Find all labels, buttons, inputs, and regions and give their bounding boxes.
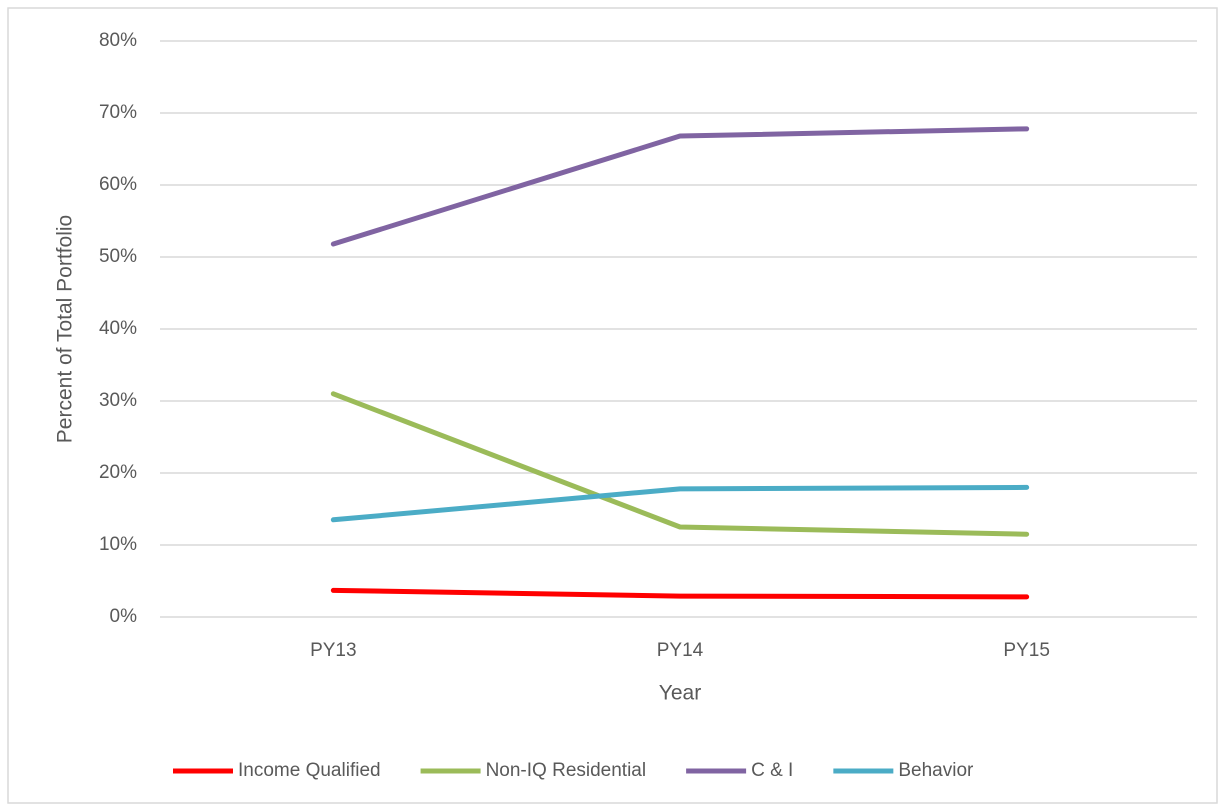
series-line — [330, 587, 1030, 600]
y-axis-label: Percent of Total Portfolio — [54, 215, 77, 443]
legend-label: Income Qualified — [238, 760, 381, 781]
chart-frame — [7, 7, 1218, 804]
x-tick-label: PY13 — [310, 640, 356, 661]
x-tick-label: PY15 — [1003, 640, 1049, 661]
y-tick-label: 60% — [99, 174, 137, 195]
series-line — [330, 126, 1030, 247]
x-tick-label: PY14 — [657, 640, 704, 661]
y-tick-label: 70% — [99, 102, 137, 123]
legend-label: Non-IQ Residential — [486, 760, 647, 781]
y-tick-label: 40% — [99, 318, 137, 339]
y-tick-label: 20% — [99, 462, 137, 483]
legend-label: C & I — [751, 760, 793, 781]
series-line — [330, 484, 1030, 523]
y-tick-label: 0% — [110, 606, 138, 627]
y-tick-label: 10% — [99, 534, 137, 555]
y-tick-label: 80% — [99, 30, 137, 51]
y-tick-label: 30% — [99, 390, 137, 411]
x-axis-label: Year — [659, 682, 701, 705]
legend-label: Behavior — [898, 760, 974, 781]
series-line — [330, 391, 1030, 537]
y-tick-label: 50% — [99, 246, 137, 267]
